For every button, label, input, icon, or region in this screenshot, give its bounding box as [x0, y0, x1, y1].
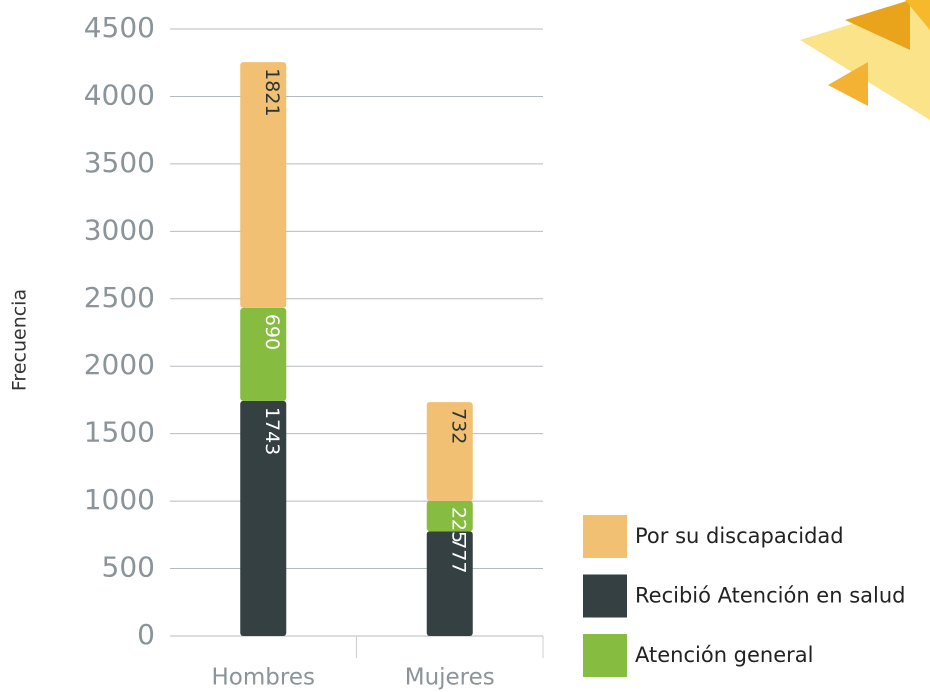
- y-tick-label: 0: [137, 618, 155, 651]
- y-tick-label: 2500: [84, 281, 155, 314]
- y-tick-label: 3000: [84, 213, 155, 246]
- y-tick-label: 1000: [84, 483, 155, 516]
- legend-swatch: [583, 634, 627, 677]
- legend-label: Recibió Atención en salud: [635, 584, 906, 608]
- decoration: [800, 0, 930, 120]
- legend-label: Atención general: [635, 643, 814, 667]
- x-tick-label: Mujeres: [405, 665, 495, 691]
- data-label: 1821: [261, 68, 283, 116]
- y-tick-label: 3500: [84, 146, 155, 179]
- y-axis-label: Frecuencia: [9, 289, 31, 391]
- data-label: 225: [447, 507, 469, 543]
- legend-swatch: [583, 515, 627, 558]
- y-tick-label: 4500: [84, 11, 155, 44]
- data-label: 1743: [261, 407, 283, 455]
- data-label: 732: [447, 408, 469, 444]
- data-label: 690: [261, 314, 283, 350]
- x-tick-label: Hombres: [212, 665, 315, 691]
- y-tick-label: 1500: [84, 416, 155, 449]
- chart: Frecuencia 0 500 1000 1500 2000 2500 3000 3500 4…: [0, 0, 930, 692]
- legend-label: Por su discapacidad: [635, 524, 844, 548]
- y-tick-label: 500: [102, 551, 155, 584]
- y-tick-label: 2000: [84, 348, 155, 381]
- legend-swatch: [583, 575, 627, 618]
- y-tick-label: 4000: [84, 78, 155, 111]
